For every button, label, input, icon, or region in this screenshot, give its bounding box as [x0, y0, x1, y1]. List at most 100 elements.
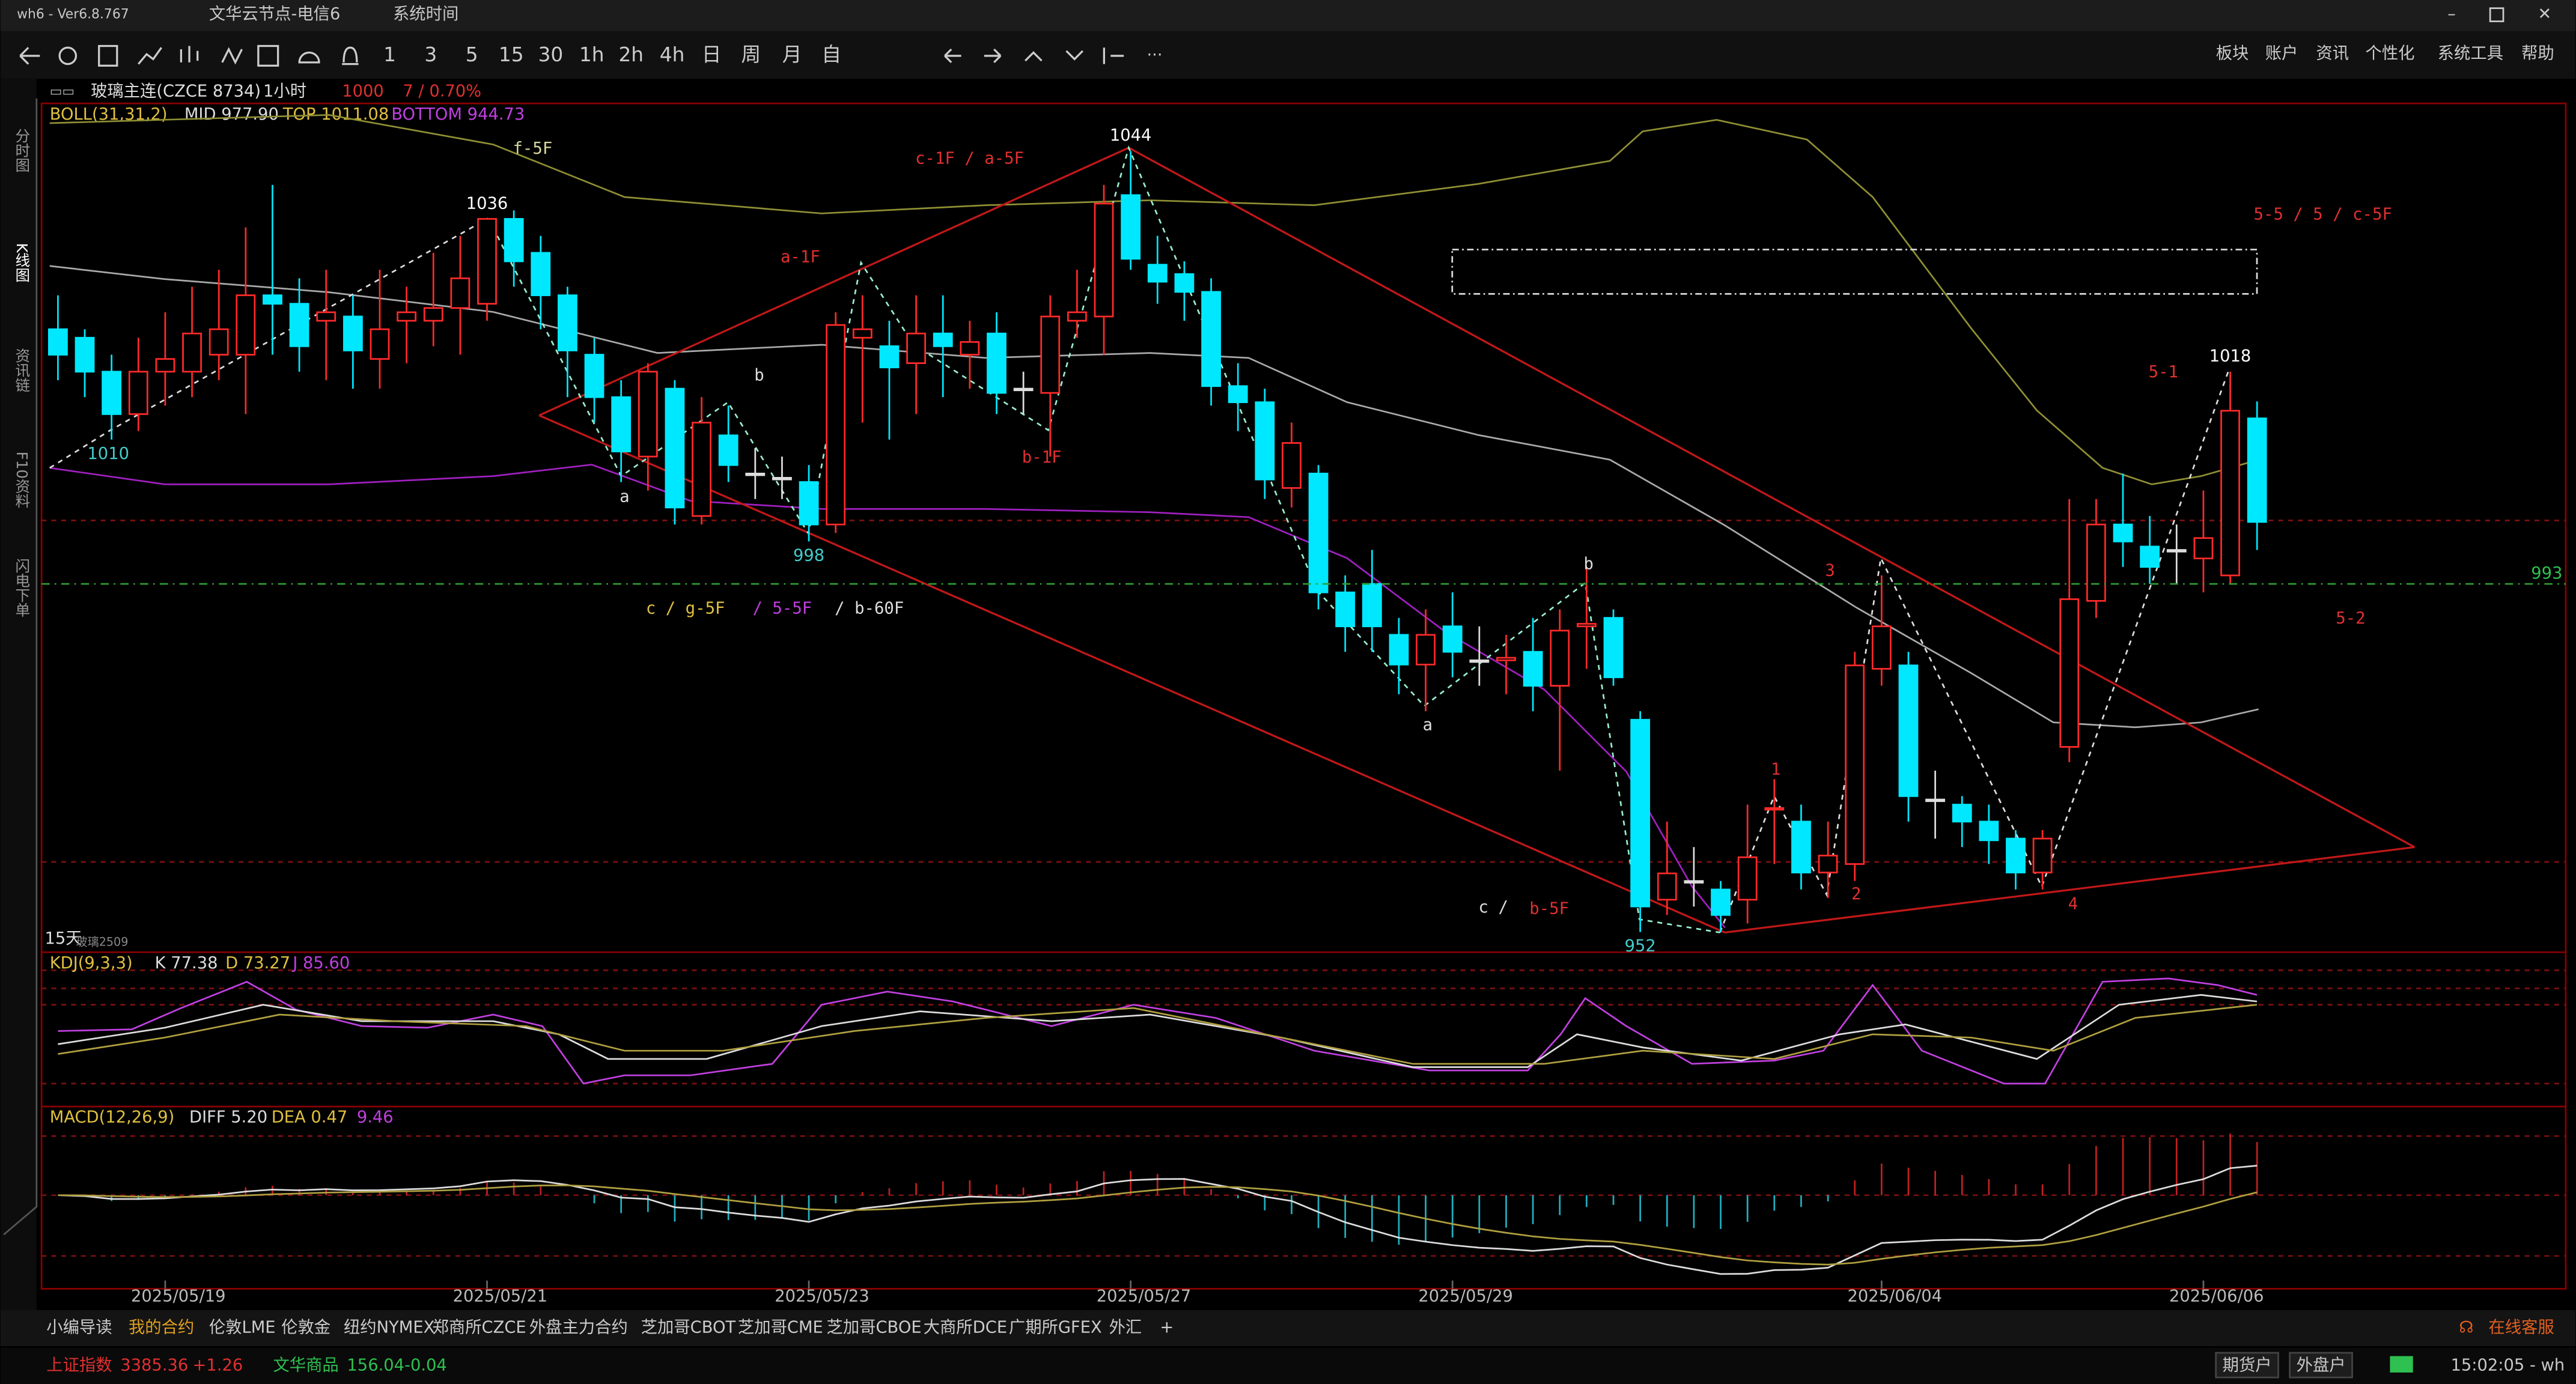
macd-name[interactable]: MACD(12,26,9) [50, 1108, 175, 1127]
market-tab[interactable]: + [1160, 1319, 1174, 1337]
x-tick-label: 2025/05/23 [775, 1287, 869, 1306]
candle-body [155, 358, 175, 373]
support-link[interactable]: 在线客服 [2488, 1319, 2554, 1337]
market-tab[interactable]: 广期所GFEX [1009, 1319, 1102, 1337]
candle-body [933, 332, 953, 347]
period-button[interactable]: 月 [782, 43, 802, 66]
wave-line [49, 217, 489, 469]
trend-line [1725, 846, 2415, 934]
index-name[interactable]: 上证指数 [46, 1356, 112, 1374]
left-icon[interactable] [944, 48, 961, 64]
candle-body [1094, 202, 1114, 318]
candle-body [343, 315, 363, 351]
menu-item[interactable]: 板块 [2216, 44, 2249, 63]
down-icon[interactable] [1065, 50, 1084, 61]
market-tab[interactable]: 外盘主力合约 [529, 1319, 628, 1337]
candle-body [987, 332, 1006, 394]
symbol[interactable]: 玻璃主连(CZCE 8734) [91, 82, 261, 101]
refresh-icon[interactable] [58, 46, 78, 65]
candle-body [209, 328, 229, 356]
title-bar [0, 0, 2576, 31]
candle-body [2220, 410, 2240, 577]
candle-body [504, 218, 524, 263]
period-button[interactable]: 4h [660, 43, 685, 66]
candle-body [2086, 523, 2106, 602]
back-icon[interactable] [19, 47, 40, 65]
market-tab[interactable]: 郑商所CZCE [433, 1319, 526, 1337]
period-button[interactable]: 周 [741, 43, 761, 66]
market-tab[interactable]: 伦敦金 [281, 1319, 330, 1337]
candle-body [745, 472, 766, 476]
minimize-button[interactable]: – [2447, 5, 2456, 23]
kdj-name[interactable]: KDJ(9,3,3) [50, 954, 133, 973]
side-tab[interactable]: K线图 [13, 243, 31, 282]
side-tab[interactable]: 分时图 [13, 128, 31, 172]
more-icon[interactable]: ··· [1146, 46, 1162, 64]
side-tab[interactable]: F10资料 [13, 452, 31, 509]
candle-body [1362, 583, 1382, 628]
wave-icon[interactable] [221, 47, 243, 65]
index-name[interactable]: 文华商品 [273, 1356, 338, 1374]
alert-icon[interactable] [342, 46, 359, 65]
candle-body [2032, 837, 2053, 873]
market-tab[interactable]: 大商所DCE [924, 1319, 1007, 1337]
candle-body [1335, 591, 1356, 628]
period[interactable]: 1小时 [263, 82, 306, 101]
menu-item[interactable]: 资讯 [2316, 44, 2349, 63]
side-tab[interactable]: 资讯链 [13, 348, 31, 392]
wave-line [487, 145, 1720, 933]
support-icon[interactable]: ☊ [2459, 1319, 2473, 1337]
candle-body [960, 341, 980, 356]
market-tab[interactable]: 芝加哥CBOE [826, 1319, 921, 1337]
market-tab[interactable]: 纽约NYMEX [344, 1319, 434, 1337]
market-tab[interactable]: 我的合约 [129, 1319, 194, 1337]
market-tab[interactable]: 外汇 [1109, 1319, 1142, 1337]
system-menu[interactable]: 系统时间 [393, 5, 458, 23]
market-tab[interactable]: 小编导读 [46, 1319, 112, 1337]
grid-icon[interactable] [257, 44, 279, 67]
boll-mid: MID 977.90 [184, 105, 279, 124]
cloud-icon[interactable] [298, 51, 320, 64]
kline-icon[interactable] [180, 46, 199, 62]
split-icon[interactable] [1103, 47, 1124, 64]
menu-item[interactable]: 系统工具 [2438, 44, 2503, 63]
menu-item[interactable]: 帮助 [2521, 44, 2554, 63]
server-menu[interactable]: 文华云节点-电信6 [209, 5, 341, 23]
wave-annotation: / 5-5F [753, 599, 812, 618]
side-tab[interactable]: 闪电下单 [13, 558, 31, 618]
market-tab[interactable]: 芝加哥CME [738, 1319, 823, 1337]
account-label[interactable]: 期货户 [2223, 1356, 2272, 1374]
menu-item[interactable]: 个性化 [2365, 44, 2414, 63]
period-button[interactable]: 自 [821, 43, 841, 66]
candle-body [102, 371, 122, 415]
period-button[interactable]: 日 [702, 43, 722, 66]
wave-annotation: 5-1 [2149, 363, 2178, 381]
up-icon[interactable] [1025, 51, 1043, 62]
account-label[interactable]: 外盘户 [2297, 1356, 2346, 1374]
period-button[interactable]: 2h [618, 43, 644, 66]
candle-body [128, 371, 148, 415]
wave-annotation: 4 [2068, 894, 2078, 913]
line-icon[interactable] [138, 47, 162, 65]
list-icon[interactable] [98, 44, 118, 67]
candle-body [1577, 623, 1597, 628]
menu-item[interactable]: 账户 [2265, 44, 2298, 63]
period-button[interactable]: 1 [383, 43, 396, 66]
trend-line [538, 414, 1726, 933]
account-button[interactable] [2215, 1352, 2279, 1379]
candle-body [2113, 523, 2133, 542]
market-tab[interactable]: 伦敦LME [209, 1319, 276, 1337]
period-button[interactable]: 15 [499, 43, 524, 66]
layout-icon[interactable]: ▭▭ [50, 84, 75, 99]
account-button[interactable] [2289, 1352, 2353, 1379]
period-button[interactable]: 5 [466, 43, 478, 66]
restore-button[interactable] [2489, 7, 2504, 22]
period-button[interactable]: 1h [579, 43, 604, 66]
candle-body [1979, 821, 1999, 842]
close-button[interactable]: ✕ [2538, 5, 2551, 23]
market-tab[interactable]: 芝加哥CBOT [641, 1319, 736, 1337]
right-icon[interactable] [984, 48, 1002, 64]
period-button[interactable]: 3 [424, 43, 437, 66]
period-button[interactable]: 30 [538, 43, 563, 66]
